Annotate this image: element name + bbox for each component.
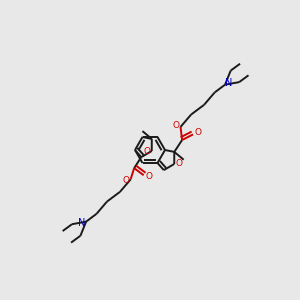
Text: O: O xyxy=(145,172,152,181)
Text: O: O xyxy=(176,160,183,169)
Text: N: N xyxy=(225,78,233,88)
Text: O: O xyxy=(144,146,151,155)
Text: O: O xyxy=(122,176,129,185)
Text: O: O xyxy=(194,128,202,137)
Text: N: N xyxy=(78,218,86,228)
Text: O: O xyxy=(172,121,179,130)
